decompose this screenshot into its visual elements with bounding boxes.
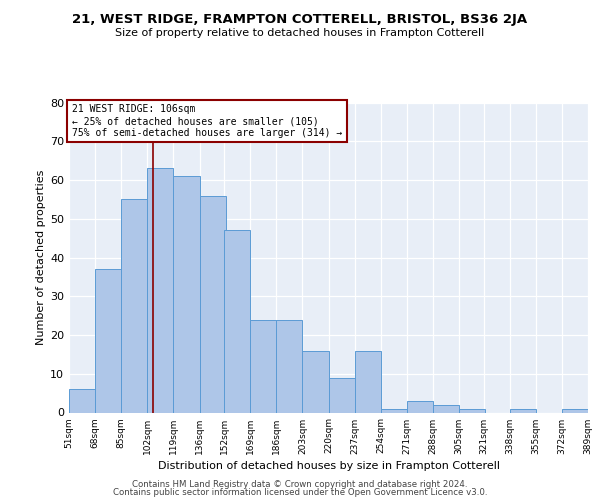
X-axis label: Distribution of detached houses by size in Frampton Cotterell: Distribution of detached houses by size … bbox=[157, 460, 499, 470]
Bar bbox=[381, 408, 407, 412]
Bar bbox=[276, 320, 302, 412]
Text: Contains public sector information licensed under the Open Government Licence v3: Contains public sector information licen… bbox=[113, 488, 487, 497]
Bar bbox=[355, 350, 381, 412]
Bar bbox=[224, 230, 250, 412]
Bar bbox=[121, 200, 148, 412]
Text: 21, WEST RIDGE, FRAMPTON COTTERELL, BRISTOL, BS36 2JA: 21, WEST RIDGE, FRAMPTON COTTERELL, BRIS… bbox=[73, 12, 527, 26]
Bar bbox=[250, 320, 276, 412]
Bar bbox=[173, 176, 200, 412]
Text: Contains HM Land Registry data © Crown copyright and database right 2024.: Contains HM Land Registry data © Crown c… bbox=[132, 480, 468, 489]
Bar bbox=[329, 378, 355, 412]
Text: Size of property relative to detached houses in Frampton Cotterell: Size of property relative to detached ho… bbox=[115, 28, 485, 38]
Bar bbox=[433, 405, 459, 412]
Bar bbox=[459, 408, 485, 412]
Bar bbox=[95, 269, 121, 412]
Bar bbox=[200, 196, 226, 412]
Bar bbox=[562, 408, 588, 412]
Bar bbox=[148, 168, 173, 412]
Bar bbox=[302, 350, 329, 412]
Y-axis label: Number of detached properties: Number of detached properties bbox=[36, 170, 46, 345]
Text: 21 WEST RIDGE: 106sqm
← 25% of detached houses are smaller (105)
75% of semi-det: 21 WEST RIDGE: 106sqm ← 25% of detached … bbox=[72, 104, 343, 138]
Bar bbox=[69, 389, 95, 412]
Bar bbox=[509, 408, 536, 412]
Bar bbox=[407, 401, 433, 412]
